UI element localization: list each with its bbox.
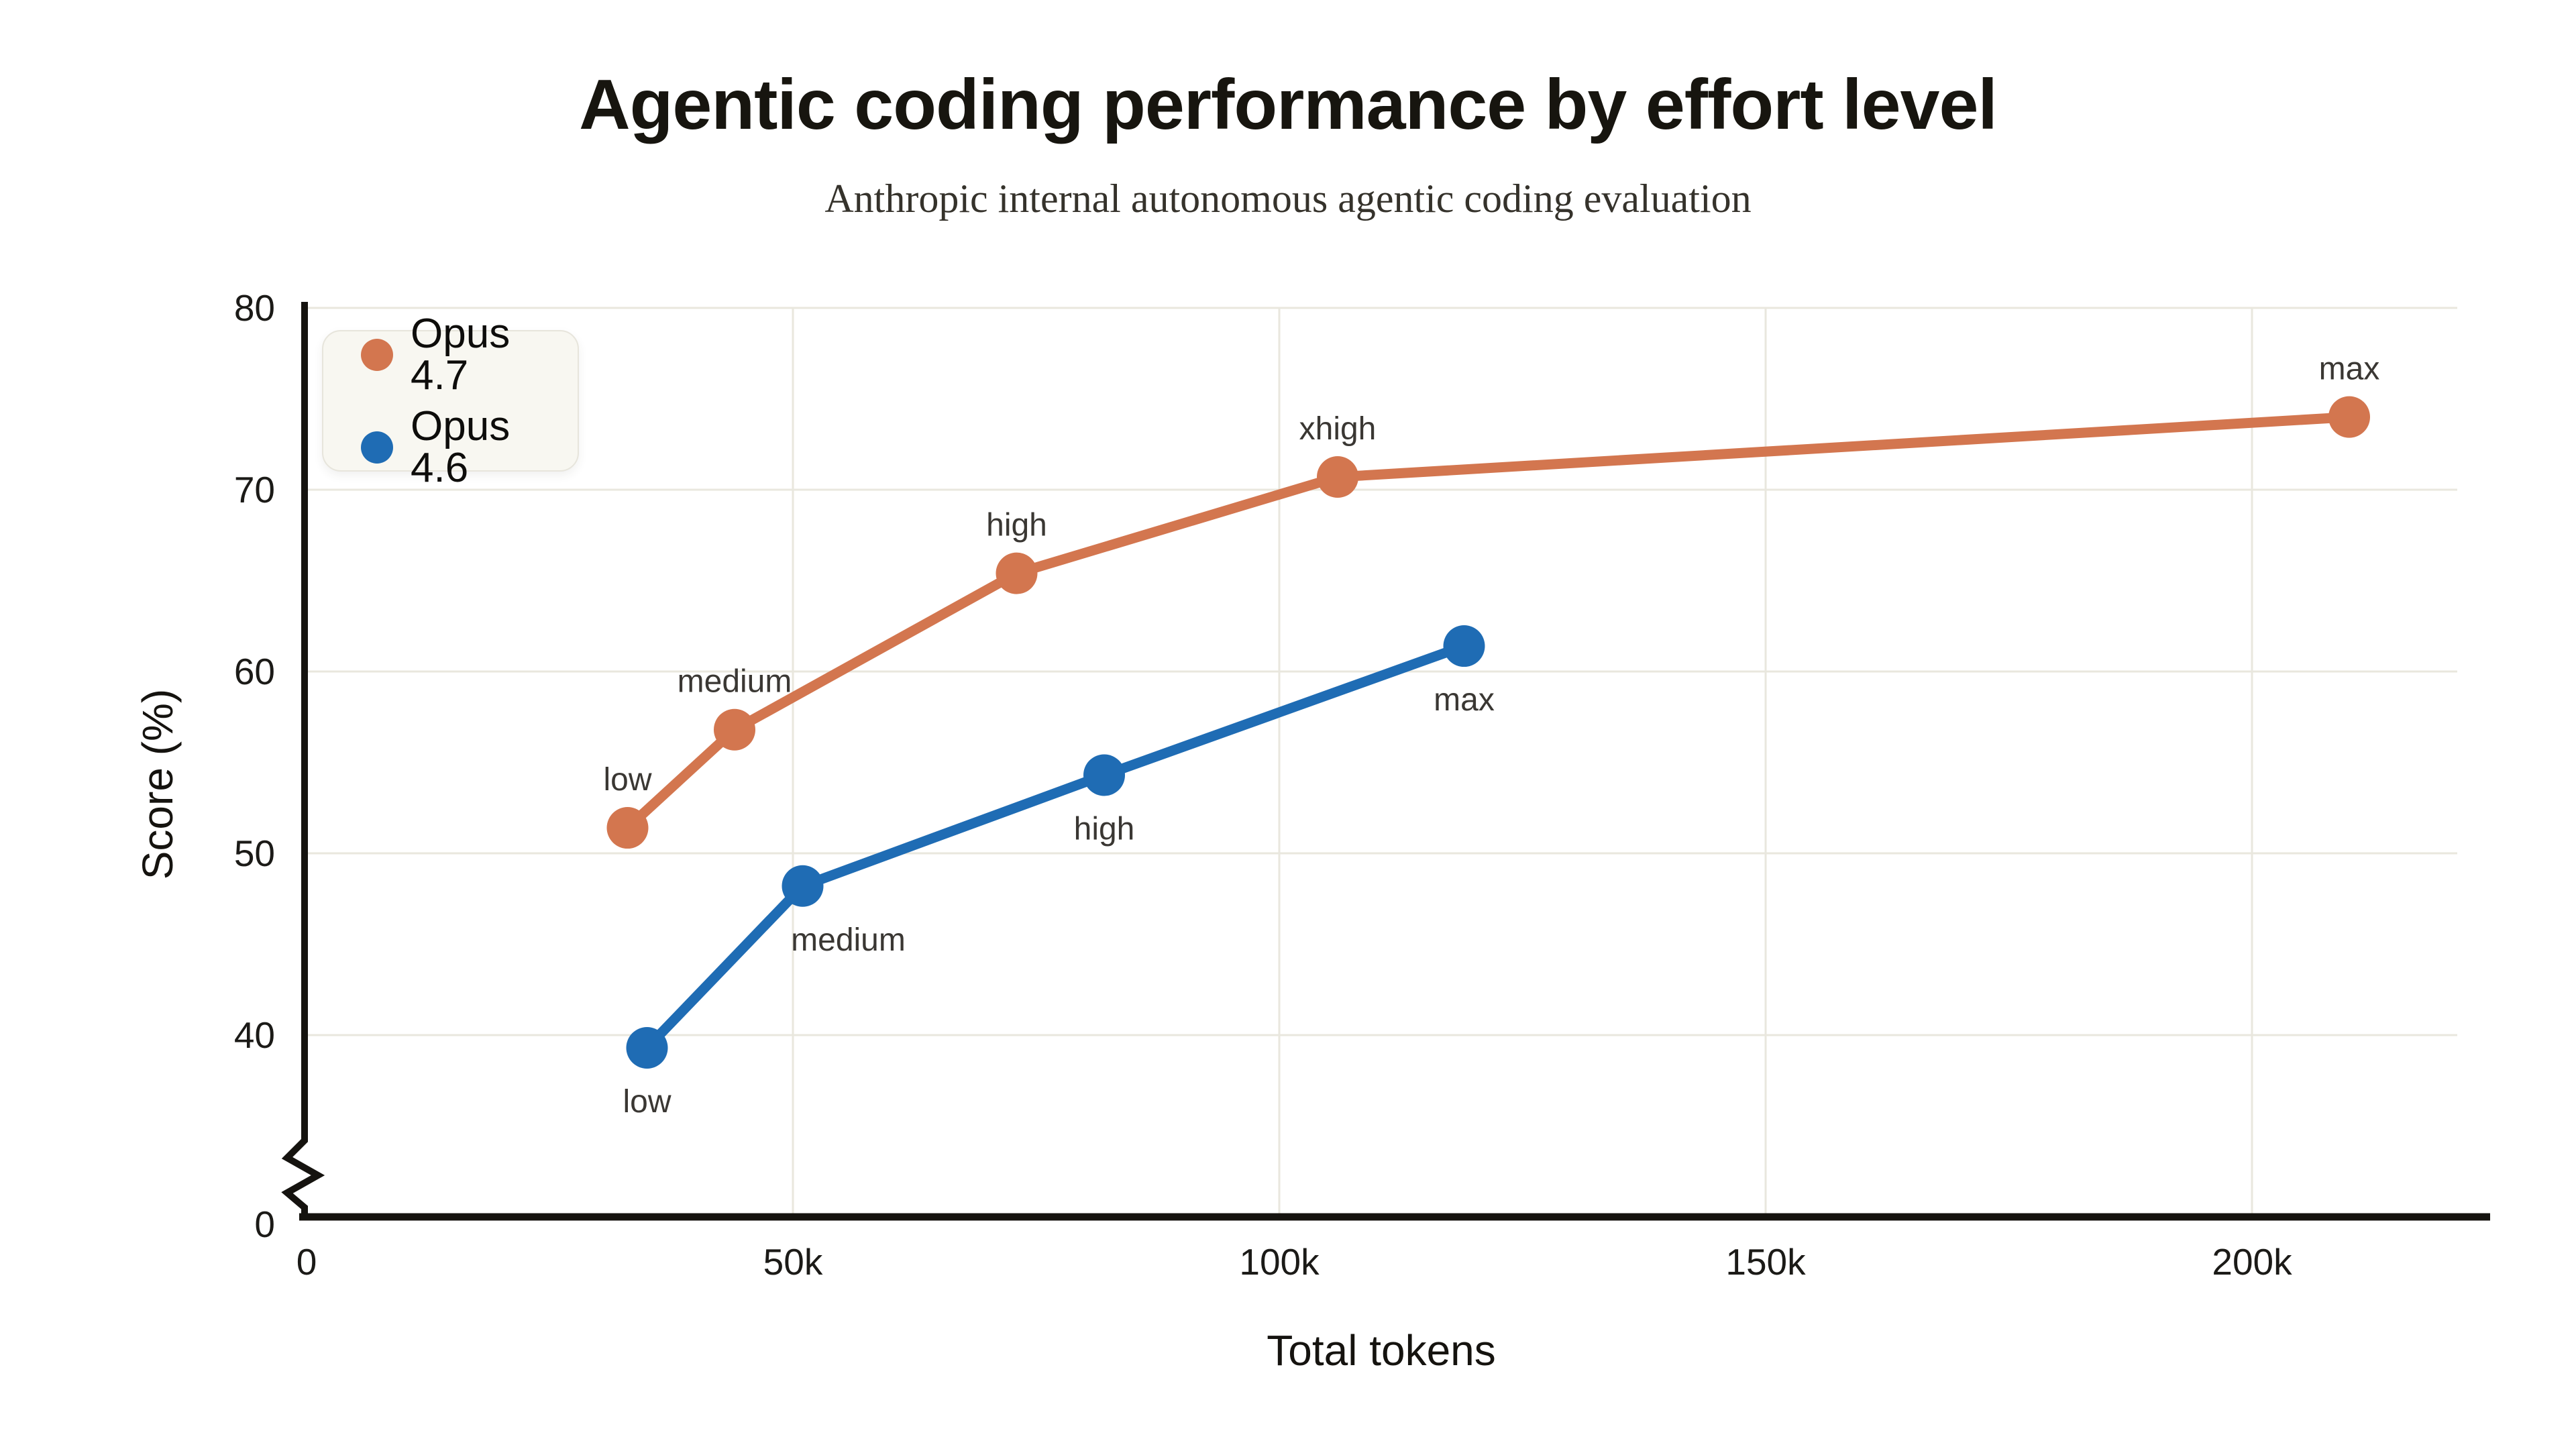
- y-tick-label-40: 40: [234, 1014, 275, 1056]
- legend: Opus 4.7 Opus 4.6: [322, 313, 579, 488]
- y-axis-title: Score (%): [133, 688, 182, 880]
- point-label-opus-4-6-medium: medium: [791, 922, 906, 958]
- data-point-opus-4-6-high: [1083, 754, 1125, 796]
- point-label-opus-4-7-medium: medium: [678, 664, 792, 700]
- series-line-opus-4-6: [642, 641, 1469, 1053]
- y-tick-label-60: 60: [234, 651, 275, 692]
- y-tick-label-70: 70: [234, 469, 275, 511]
- data-point-opus-4-7-medium: [714, 708, 755, 751]
- point-label-opus-4-7-high: high: [986, 508, 1047, 543]
- legend-swatch-opus-4-7-icon: [361, 338, 393, 371]
- series-line-opus-4-7: [623, 412, 2355, 833]
- legend-row-opus-4-6: Opus 4.6: [361, 402, 578, 491]
- point-label-opus-4-6-max: max: [1434, 682, 1495, 718]
- x-axis-title: Total tokens: [1267, 1326, 1496, 1375]
- point-label-opus-4-7-xhigh: xhigh: [1299, 411, 1377, 447]
- y-tick-label-50: 50: [234, 833, 275, 874]
- legend-swatch-opus-4-6-icon: [361, 431, 393, 464]
- axes: [281, 302, 2490, 1221]
- gridlines: [305, 307, 2457, 1214]
- tick-labels: 80 70 60 50 40 00 50k 100k 150k 200k: [234, 287, 2292, 1283]
- data-point-opus-4-7-low: [606, 807, 649, 849]
- data-point-opus-4-6-max: [1443, 625, 1485, 667]
- y-axis-line-with-break-icon: [281, 302, 325, 1220]
- series-opus-4-6: low medium high max: [623, 625, 1495, 1120]
- x-tick-label-100k: 100k: [1239, 1241, 1320, 1283]
- chart-subtitle: Anthropic internal autonomous agentic co…: [824, 176, 1752, 221]
- point-label-opus-4-7-max: max: [2319, 352, 2380, 387]
- y-tick-label-80: 80: [234, 287, 275, 329]
- legend-row-opus-4-7: Opus 4.7: [361, 313, 578, 396]
- y-tick-label-0: 0: [254, 1203, 275, 1245]
- point-label-opus-4-7-low: low: [603, 762, 651, 798]
- series-opus-4-7: low medium high xhigh max: [603, 352, 2379, 849]
- data-point-opus-4-7-xhigh: [1317, 456, 1358, 498]
- x-tick-label-150k: 150k: [1725, 1241, 1806, 1283]
- point-label-opus-4-6-high: high: [1074, 811, 1135, 847]
- data-point-opus-4-7-max: [2328, 396, 2370, 438]
- point-label-opus-4-6-low: low: [623, 1084, 671, 1120]
- chart-title: Agentic coding performance by effort lev…: [579, 65, 1998, 144]
- x-tick-label-200k: 200k: [2212, 1241, 2292, 1283]
- data-point-opus-4-6-low: [626, 1026, 668, 1069]
- x-tick-label-50k: 50k: [763, 1241, 823, 1283]
- x-tick-label-0: 0: [297, 1241, 317, 1283]
- legend-label-opus-4-7: Opus 4.7: [411, 310, 511, 398]
- data-point-opus-4-7-high: [996, 552, 1038, 594]
- data-point-opus-4-6-medium: [782, 865, 824, 907]
- legend-label-opus-4-6: Opus 4.6: [411, 402, 511, 491]
